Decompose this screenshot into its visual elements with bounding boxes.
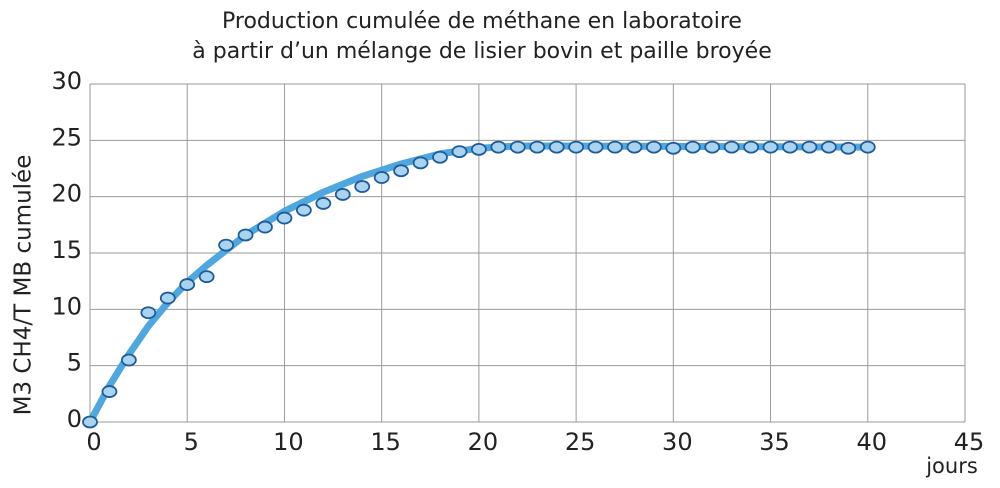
data-point (840, 141, 857, 155)
x-tick-label: 15 (370, 428, 401, 456)
x-tick-label: 25 (565, 428, 596, 456)
y-axis-label: M3 CH4/T MB cumulée (11, 155, 37, 416)
data-point (276, 211, 293, 225)
x-tick-label: 5 (184, 428, 199, 456)
data-point (762, 140, 779, 154)
data-point (334, 188, 351, 201)
x-tick-label: 45 (954, 428, 985, 456)
data-point (179, 278, 196, 291)
data-point (451, 145, 468, 159)
data-point (820, 140, 837, 154)
data-point (509, 140, 526, 154)
data-point (315, 197, 332, 210)
y-tick-label: 25 (51, 123, 82, 151)
data-point (101, 385, 118, 398)
y-tick-label: 5 (67, 349, 82, 377)
y-tick-label: 30 (51, 67, 82, 95)
data-point (723, 140, 740, 154)
data-point (412, 156, 429, 170)
x-tick-label: 20 (468, 428, 499, 456)
data-point (354, 180, 371, 193)
data-point (120, 353, 137, 367)
x-tick-label: 35 (759, 428, 790, 456)
x-axis-label: jours (925, 454, 978, 478)
data-point (607, 140, 623, 154)
data-point (432, 150, 448, 164)
x-tick-label: 0 (86, 428, 101, 456)
data-point (198, 270, 215, 284)
y-tick-label: 20 (51, 180, 82, 208)
data-point (626, 140, 643, 154)
data-point (393, 164, 410, 178)
data-point (237, 228, 254, 242)
y-tick-label: 15 (51, 236, 82, 264)
data-point (295, 203, 312, 217)
x-tick-label: 40 (857, 428, 888, 456)
data-point (257, 220, 273, 234)
data-point (568, 140, 585, 154)
data-point (704, 140, 721, 154)
data-point (218, 238, 235, 252)
data-point (490, 140, 507, 154)
data-point (82, 415, 98, 429)
data-point (782, 140, 798, 154)
chart-title: Production cumulée de méthane en laborat… (222, 9, 742, 34)
data-point (159, 291, 176, 305)
data-point (645, 140, 662, 154)
data-point (587, 140, 604, 154)
data-point (665, 141, 682, 155)
data-point (684, 140, 701, 154)
data-point (801, 140, 818, 154)
data-point (373, 171, 390, 184)
data-point (548, 140, 565, 154)
chart-title: à partir d’un mélange de lisier bovin et… (192, 39, 771, 64)
data-point (743, 140, 760, 154)
x-tick-label: 30 (662, 428, 693, 456)
data-point (529, 140, 546, 154)
data-point (859, 140, 876, 154)
y-tick-label: 10 (51, 292, 82, 320)
data-point (470, 142, 487, 156)
y-tick-label: 0 (67, 405, 82, 433)
data-point (140, 306, 157, 320)
x-tick-label: 10 (273, 428, 304, 456)
